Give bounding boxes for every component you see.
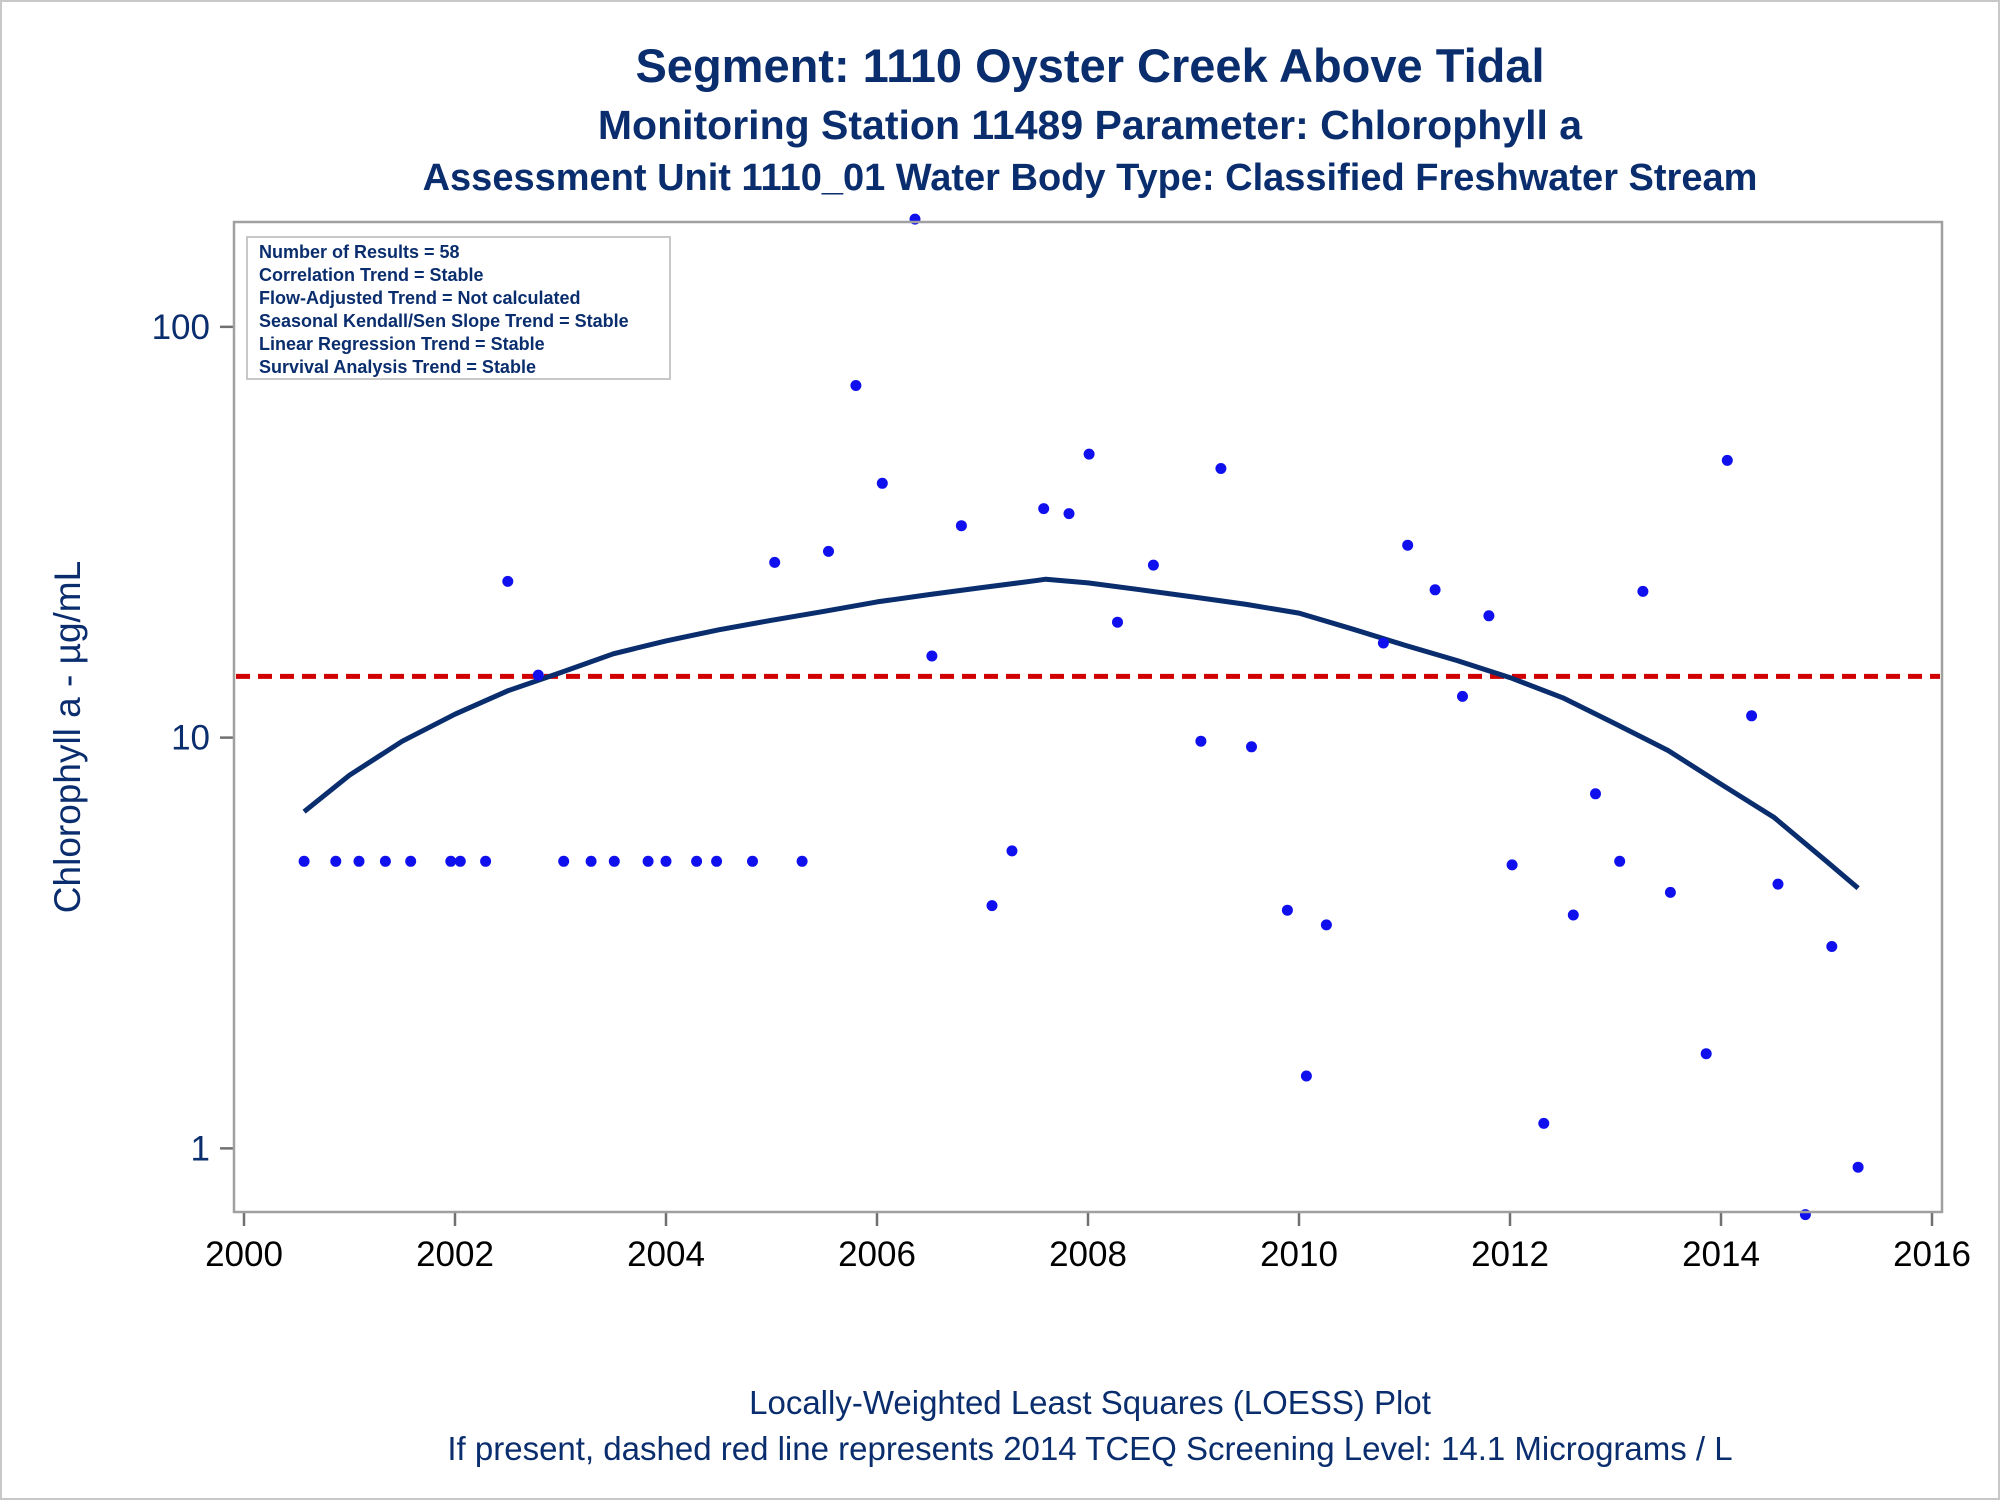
data-point xyxy=(1320,919,1332,931)
data-point xyxy=(1083,448,1095,460)
x-tick-label: 2000 xyxy=(205,1235,283,1274)
data-point xyxy=(379,855,391,867)
data-point xyxy=(1281,904,1293,916)
info-box-line: Flow-Adjusted Trend = Not calculated xyxy=(259,288,581,308)
chart-subtitle-station: Monitoring Station 11489 Parameter: Chlo… xyxy=(597,102,1583,148)
footnote-screening: If present, dashed red line represents 2… xyxy=(447,1430,1733,1467)
data-point xyxy=(298,855,310,867)
data-point xyxy=(711,855,723,867)
data-point xyxy=(1006,845,1018,857)
info-box-line: Correlation Trend = Stable xyxy=(259,265,484,285)
data-point xyxy=(353,855,365,867)
data-point xyxy=(585,855,597,867)
info-box-line: Number of Results = 58 xyxy=(259,242,460,262)
data-point xyxy=(1429,584,1441,596)
x-tick-label: 2014 xyxy=(1682,1235,1760,1274)
data-point xyxy=(1746,710,1758,722)
loess-curve xyxy=(302,576,1860,891)
loess-layer xyxy=(302,576,1860,891)
x-axis: 2000 2002 2004 2006 2008 2010 2012 2014 2016 xyxy=(205,1212,1971,1274)
data-point xyxy=(532,669,544,681)
info-box: Number of Results = 58 Correlation Trend … xyxy=(246,236,671,380)
data-point xyxy=(1590,788,1601,800)
y-tick-label: 10 xyxy=(171,719,210,758)
x-tick-label: 2004 xyxy=(627,1235,705,1274)
x-tick-label: 2006 xyxy=(838,1235,916,1274)
data-point xyxy=(330,855,342,867)
data-point xyxy=(1826,941,1838,952)
data-point xyxy=(691,855,703,867)
data-point xyxy=(1147,559,1159,571)
points-layer xyxy=(298,213,1864,1221)
data-point xyxy=(445,855,457,867)
y-axis: 1 10 100 xyxy=(152,308,234,1168)
data-point xyxy=(1721,454,1733,466)
data-point xyxy=(876,477,888,489)
data-point xyxy=(1614,855,1626,867)
data-point xyxy=(926,650,938,662)
data-point xyxy=(796,855,808,867)
data-point xyxy=(955,520,967,532)
data-point xyxy=(1195,735,1207,747)
data-point xyxy=(1852,1161,1864,1173)
data-point xyxy=(480,855,492,867)
info-box-line: Survival Analysis Trend = Stable xyxy=(259,357,536,377)
data-point xyxy=(1402,539,1414,551)
data-point xyxy=(1063,508,1075,520)
data-point xyxy=(1483,610,1495,622)
data-point xyxy=(850,380,862,391)
chart-title: Segment: 1110 Oyster Creek Above Tidal xyxy=(635,39,1545,92)
data-point xyxy=(1038,503,1050,515)
y-axis-title: Chlorophyll a - µg/mL xyxy=(47,561,88,913)
x-tick-label: 2002 xyxy=(416,1235,494,1274)
info-box-line: Linear Regression Trend = Stable xyxy=(259,334,545,354)
x-tick-label: 2010 xyxy=(1260,1235,1338,1274)
y-tick-label: 100 xyxy=(152,308,210,347)
data-point xyxy=(1506,859,1518,871)
data-point xyxy=(1457,690,1468,702)
x-tick-label: 2008 xyxy=(1049,1235,1127,1274)
data-point xyxy=(405,855,417,867)
data-point xyxy=(747,855,758,867)
info-box-line: Seasonal Kendall/Sen Slope Trend = Stabl… xyxy=(259,311,629,331)
data-point xyxy=(1637,585,1649,597)
x-tick-label: 2012 xyxy=(1471,1235,1549,1274)
data-point xyxy=(1112,616,1123,628)
data-point xyxy=(1700,1048,1712,1060)
plot-frame xyxy=(232,220,1944,1214)
data-point xyxy=(1772,878,1784,890)
data-point xyxy=(1567,909,1579,921)
data-point xyxy=(642,855,654,867)
footnote-loess: Locally-Weighted Least Squares (LOESS) P… xyxy=(749,1384,1431,1421)
info-box-frame xyxy=(246,236,671,380)
data-point xyxy=(986,900,998,912)
data-point xyxy=(608,855,620,867)
data-point xyxy=(1377,637,1389,649)
data-point xyxy=(1215,463,1227,474)
data-point xyxy=(660,855,672,867)
data-point xyxy=(1246,741,1257,753)
data-point xyxy=(1538,1117,1550,1129)
data-point xyxy=(1664,886,1676,898)
data-point xyxy=(1300,1070,1312,1082)
data-point xyxy=(454,855,466,867)
chart-subtitle-assessment: Assessment Unit 1110_01 Water Body Type:… xyxy=(422,157,1758,199)
data-point xyxy=(823,545,834,557)
x-tick-label: 2016 xyxy=(1893,1235,1971,1274)
data-point xyxy=(558,855,570,867)
data-point xyxy=(502,575,514,587)
data-point xyxy=(769,556,781,568)
y-tick-label: 1 xyxy=(191,1129,210,1168)
